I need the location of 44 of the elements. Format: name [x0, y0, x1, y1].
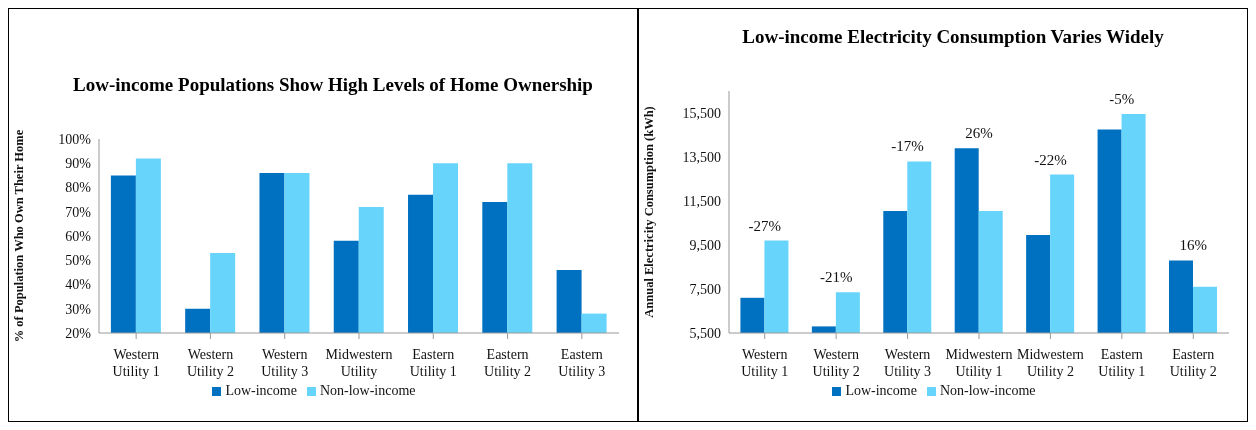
- x-tick-label: Midwestern Utility 1: [945, 347, 1013, 379]
- x-tick-label: Eastern Utility 1: [409, 347, 457, 379]
- y-tick-label: 90%: [65, 156, 92, 172]
- y-tick-label: 60%: [65, 228, 92, 244]
- annotation: 16%: [1179, 237, 1208, 254]
- annotation: -22%: [1034, 151, 1067, 168]
- y-tick-label: 50%: [65, 253, 92, 269]
- x-tick-label: Western Utility 3: [884, 347, 932, 379]
- annotation: -17%: [891, 138, 924, 155]
- x-tick-label: Western Utility 1: [741, 347, 789, 379]
- x-tick-label: Eastern Utility 3: [558, 347, 606, 379]
- y-tick-label: 13,500: [682, 149, 721, 165]
- y-tick-label: 20%: [65, 325, 92, 341]
- y-tick-label: 11,500: [683, 193, 721, 209]
- y-tick-label: 15,500: [682, 105, 721, 121]
- x-tick-label: Western Utility 1: [112, 347, 160, 379]
- y-tick-label: 7,500: [689, 281, 721, 297]
- y-tick-label: 70%: [65, 204, 92, 220]
- y-axis-title: % of Population Who Own Their Home: [12, 129, 27, 343]
- legend-label: Low-income: [225, 383, 297, 398]
- y-axis-title: Annual Electricity Consumption (kWh): [642, 106, 657, 318]
- y-tick-label: 9,500: [689, 237, 721, 253]
- legend-label: Low-income: [845, 383, 917, 398]
- y-tick-label: 100%: [58, 131, 92, 147]
- annotation: -21%: [819, 269, 853, 286]
- x-tick-label: Midwestern Utility: [325, 347, 393, 379]
- x-tick-label: Western Utility 2: [812, 347, 860, 379]
- chart-title: Low-income Populations Show High Levels of Home Ownership: [72, 73, 594, 96]
- x-tick-label: Midwestern Utility 2: [1016, 347, 1084, 379]
- legend-label: Non-low-income: [939, 383, 1036, 398]
- legend-label: Non-low-income: [319, 383, 416, 398]
- x-tick-label: Western Utility 3: [261, 347, 309, 379]
- x-tick-label: Western Utility 2: [186, 347, 234, 379]
- annotation: 26%: [965, 125, 993, 142]
- x-tick-label: Eastern Utility 1: [1098, 347, 1146, 379]
- y-tick-label: 5,500: [689, 325, 721, 341]
- y-tick-label: 40%: [65, 277, 92, 293]
- annotation: -27%: [748, 217, 781, 234]
- chart-title: Low-income Electricity Consumption Varies Widely: [741, 25, 1165, 48]
- y-tick-label: 80%: [65, 180, 92, 196]
- annotation: -5%: [1109, 91, 1135, 108]
- x-tick-label: Eastern Utility 2: [484, 347, 532, 379]
- x-tick-label: Eastern Utility 2: [1169, 347, 1217, 379]
- y-tick-label: 30%: [65, 301, 92, 317]
